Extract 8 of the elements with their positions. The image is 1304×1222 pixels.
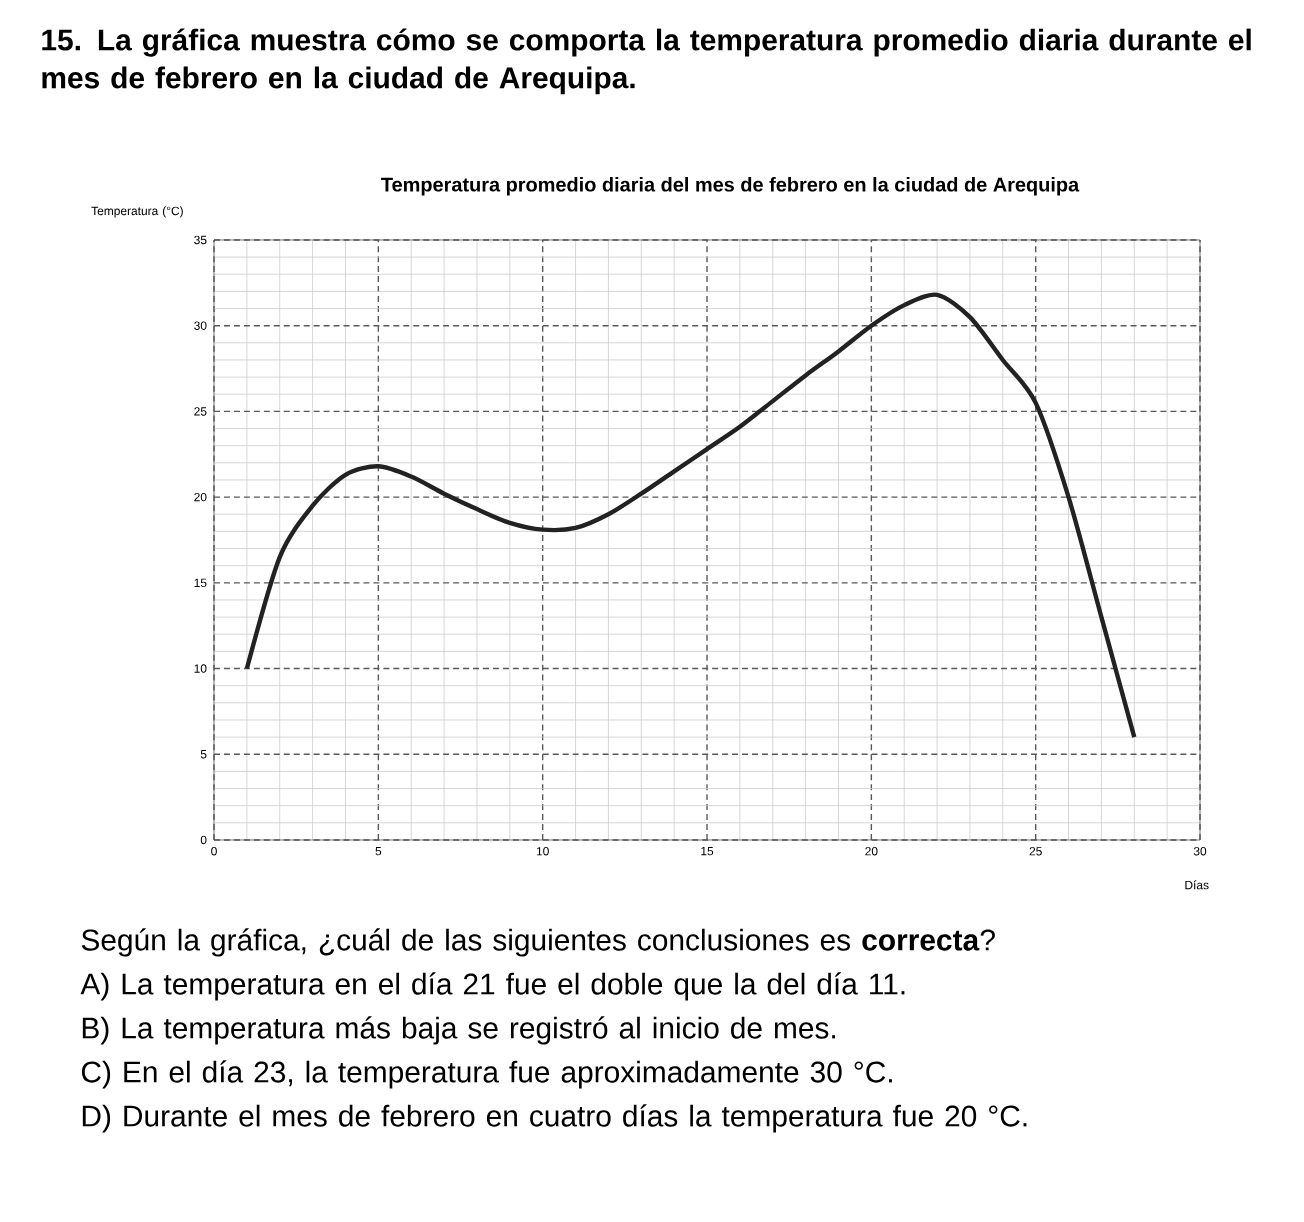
text: A) La temperatura en el día 21 fue el doble que la del día 11. [80,972,905,1001]
chart-title: Temperatura promedio diaria del mes de febrero en la ciudad de Arequipa [381,176,1080,196]
line-series [244,292,1137,740]
text: Según la gráfica, ¿cuál de las siguientes conclusiones es correcta? [81,928,995,957]
text: 15. La gráfica muestra cómo se comporta la temperatura promedio diaria durante el mes de febrero en la ciudad de Arequipa. [42,28,1251,95]
text: B) La temperatura más baja se registró al inicio de mes. [82,1016,835,1045]
text: D) Durante el mes de febrero en cuatro días la temperatura fue 20 °C. [82,1104,1027,1133]
text: C) En el día 23, la temperatura fue aproximadamente 30 °C. [81,1060,892,1089]
